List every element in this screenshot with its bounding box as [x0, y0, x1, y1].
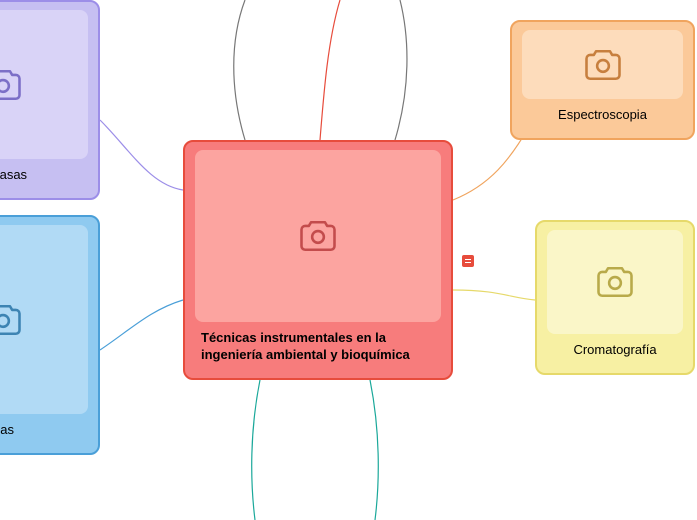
camera-icon — [296, 214, 340, 258]
center-node[interactable]: Técnicas instrumentales en la ingeniería… — [183, 140, 453, 380]
node-espectrometria[interactable]: ometría de masas — [0, 0, 100, 200]
camera-icon — [581, 43, 625, 87]
node-label: Cromatografía — [547, 340, 683, 363]
photo-placeholder — [0, 10, 88, 159]
node-espectroscopia[interactable]: Espectroscopia — [510, 20, 695, 140]
photo-placeholder — [547, 230, 683, 334]
camera-icon — [0, 298, 25, 342]
photo-placeholder — [0, 225, 88, 414]
node-electroquimicas[interactable]: electroquímicas — [0, 215, 100, 455]
node-label: electroquímicas — [0, 420, 88, 443]
node-label: Técnicas instrumentales en la ingeniería… — [195, 328, 441, 368]
photo-placeholder — [522, 30, 683, 99]
camera-icon — [593, 260, 637, 304]
node-label: Espectroscopia — [522, 105, 683, 128]
node-label: ometría de masas — [0, 165, 88, 188]
note-icon[interactable] — [462, 255, 474, 267]
node-cromatografia[interactable]: Cromatografía — [535, 220, 695, 375]
photo-placeholder — [195, 150, 441, 322]
camera-icon — [0, 63, 25, 107]
